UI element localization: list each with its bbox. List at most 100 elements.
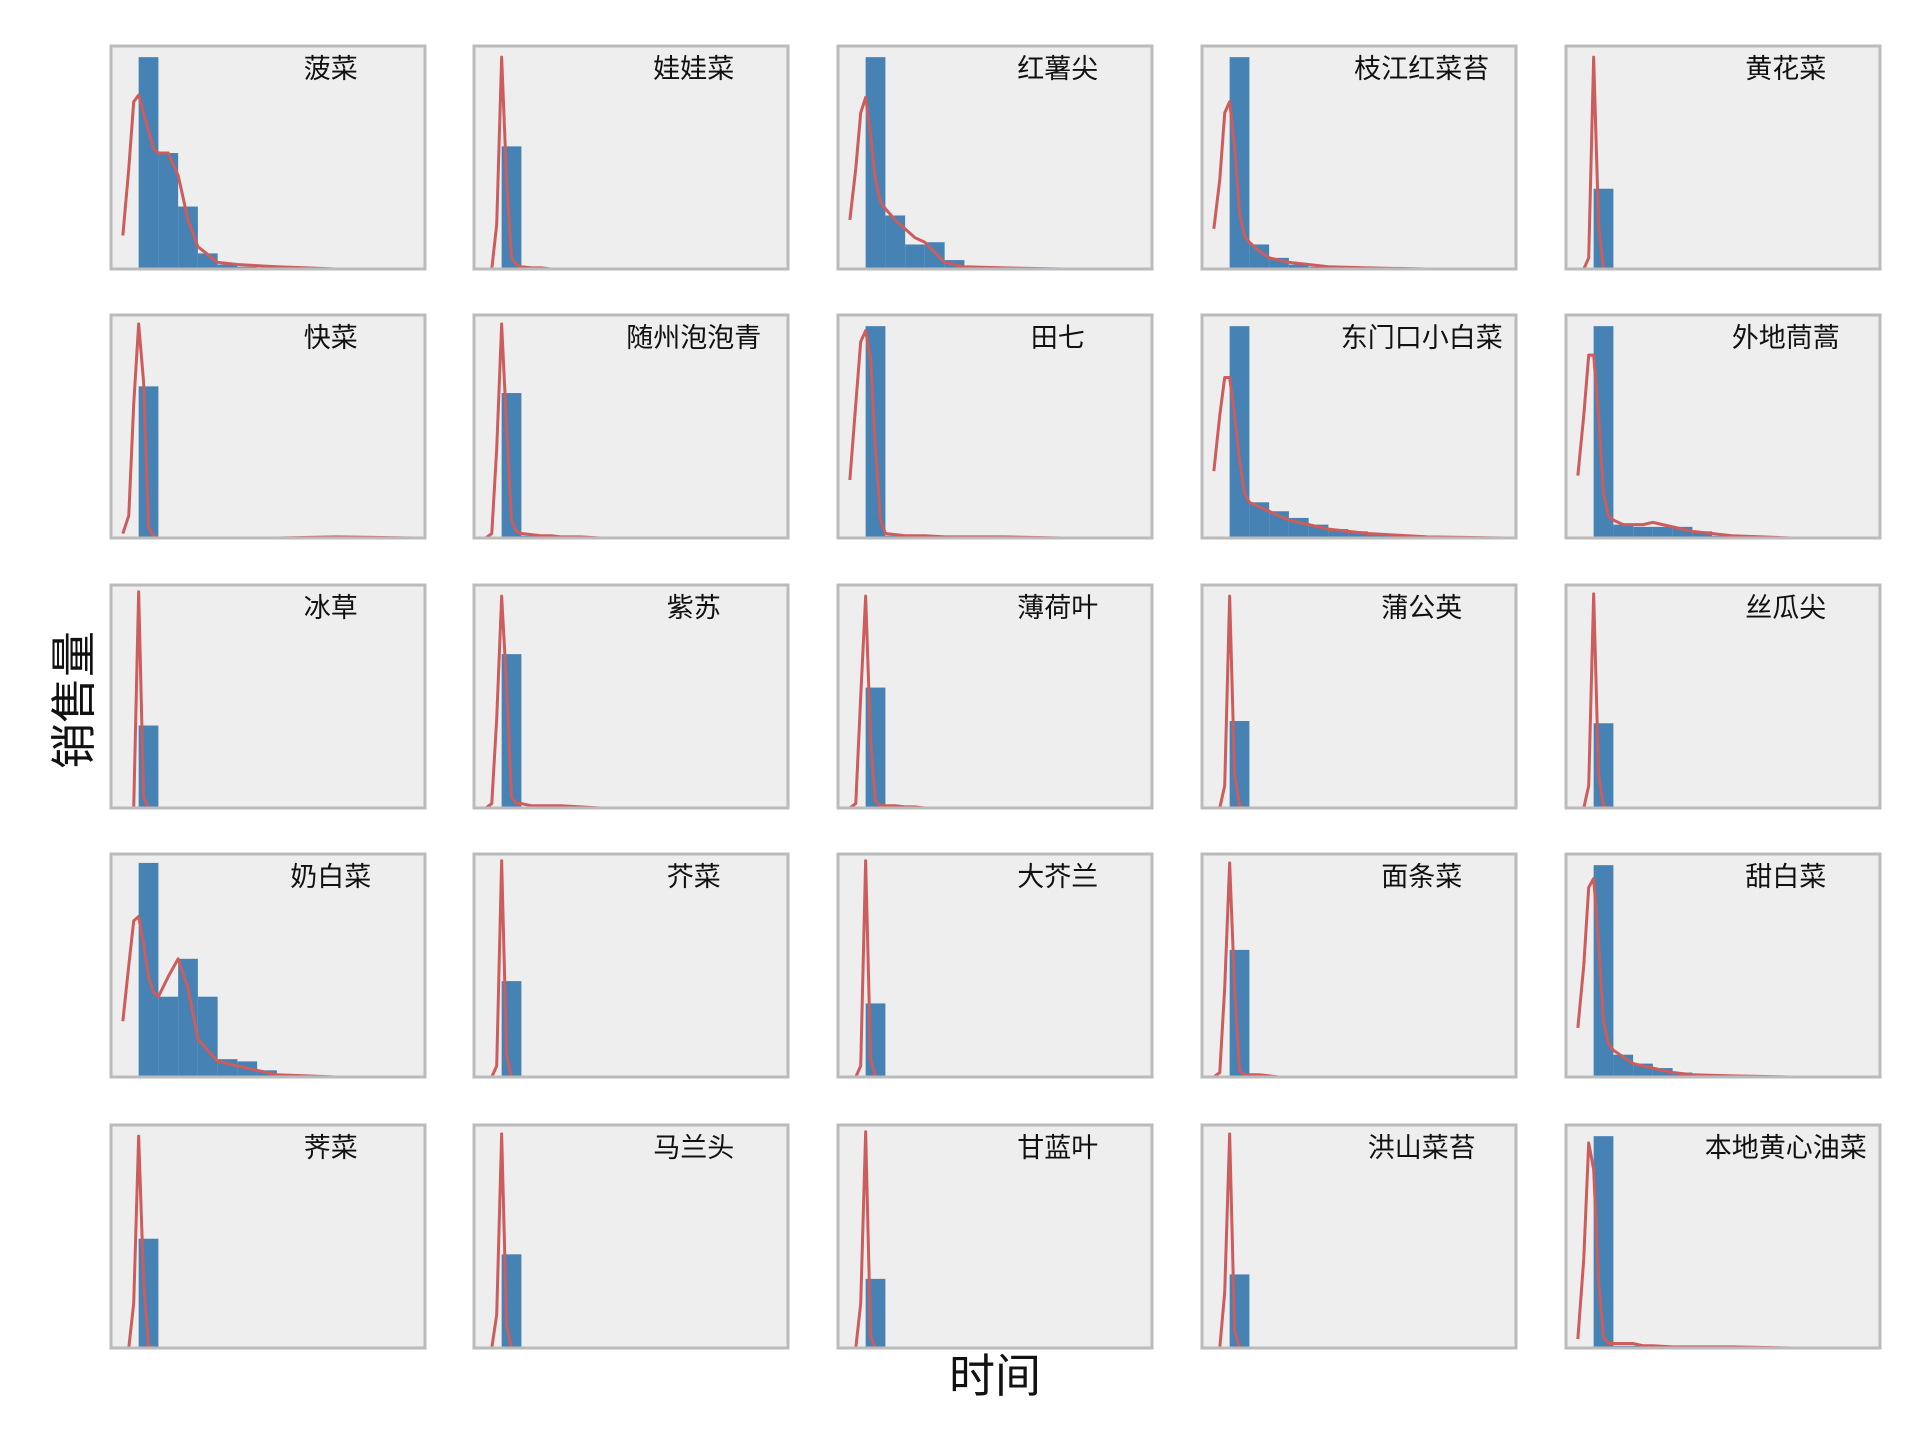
hist-bar	[1593, 865, 1614, 1077]
subplot: 冰草	[109, 583, 427, 810]
subplot-title: 荠菜	[304, 1133, 358, 1164]
panel	[1566, 1125, 1880, 1348]
hist-bar	[905, 244, 925, 269]
panel	[1202, 854, 1516, 1077]
subplot: 丝瓜尖	[1564, 583, 1882, 810]
hist-bar	[1613, 524, 1634, 538]
panel-border	[472, 44, 790, 271]
hist-bar	[1692, 531, 1713, 538]
kde-line	[1212, 375, 1507, 540]
subplot-title: 快菜	[304, 323, 358, 354]
subplot: 薄荷叶	[836, 583, 1154, 810]
panel-border	[1200, 313, 1518, 540]
subplot: 大芥兰	[836, 852, 1154, 1079]
subplot-title: 随州泡泡青	[626, 323, 761, 354]
subplot: 甘蓝叶	[836, 1123, 1154, 1350]
subplot: 芥菜	[472, 852, 790, 1079]
panel-border	[1200, 852, 1518, 1079]
subplot: 东门口小白菜	[1200, 313, 1518, 540]
panel-border	[1564, 44, 1882, 271]
panel	[111, 585, 425, 808]
subplot-title: 蒲公英	[1381, 593, 1462, 624]
panel	[1202, 46, 1516, 269]
panel-border	[836, 44, 1154, 271]
subplot-title: 田七	[1031, 323, 1085, 354]
hist-bar	[1288, 264, 1309, 269]
subplot: 快菜	[109, 313, 427, 540]
subplot-title: 甜白菜	[1745, 862, 1826, 893]
panel-border	[109, 313, 427, 540]
hist-bar	[1652, 526, 1673, 538]
panel-border	[836, 313, 1154, 540]
hist-bar	[178, 958, 198, 1077]
panel	[1566, 46, 1880, 269]
subplot-title: 外地茼蒿	[1732, 323, 1840, 354]
panel-border	[836, 1123, 1154, 1350]
subplot: 甜白菜	[1564, 852, 1882, 1079]
subplot-title: 菠菜	[304, 54, 358, 85]
subplot-title: 本地黄心油菜	[1705, 1133, 1867, 1164]
subplot: 马兰头	[472, 1123, 790, 1350]
hist-bar	[1249, 244, 1270, 269]
subplot: 奶白菜	[109, 852, 427, 1079]
subplot: 枝江红菜苔	[1200, 44, 1518, 271]
panel-border	[109, 583, 427, 810]
panel	[1202, 1125, 1516, 1348]
panel	[474, 585, 788, 808]
panel	[474, 854, 788, 1077]
panel	[838, 1125, 1152, 1348]
hist-bar	[178, 206, 198, 269]
hist-bar	[158, 996, 179, 1077]
kde-line	[848, 95, 1143, 271]
subplot-title: 大芥兰	[1017, 862, 1098, 893]
panel	[1202, 585, 1516, 808]
hist-bar	[865, 57, 886, 270]
hist-bar	[1229, 57, 1250, 270]
hist-bar	[217, 264, 238, 269]
subplot: 红薯尖	[836, 44, 1154, 271]
subplot-title: 红薯尖	[1017, 54, 1098, 85]
hist-bar	[197, 996, 218, 1077]
panel	[838, 854, 1152, 1077]
hist-bar	[1633, 526, 1653, 538]
panel	[1566, 315, 1880, 538]
y-axis-label: 销售量	[47, 631, 101, 769]
hist-bar	[1348, 531, 1368, 538]
panel-border	[109, 1123, 427, 1350]
subplot-title: 面条菜	[1381, 862, 1462, 893]
panel-border	[1564, 313, 1882, 540]
panel-border	[1564, 852, 1882, 1079]
panel-border	[1200, 1123, 1518, 1350]
subplot-title: 枝江红菜苔	[1354, 54, 1489, 85]
subplot-title: 奶白菜	[290, 862, 371, 893]
panel	[1566, 854, 1880, 1077]
panel-border	[1200, 44, 1518, 271]
panel	[1566, 585, 1880, 808]
panel	[1202, 315, 1516, 538]
panel	[474, 46, 788, 269]
subplot-title: 薄荷叶	[1017, 593, 1098, 624]
panel	[111, 315, 425, 538]
panel	[838, 585, 1152, 808]
subplot: 随州泡泡青	[472, 313, 790, 540]
subplot: 紫苏	[472, 583, 790, 810]
hist-bar	[1328, 529, 1349, 538]
subplot-title: 紫苏	[667, 593, 721, 624]
x-axis-label: 时间	[949, 1349, 1041, 1403]
panel-border	[472, 1123, 790, 1350]
panel	[838, 315, 1152, 538]
hist-bar	[1672, 526, 1693, 538]
subplot-title: 洪山菜苔	[1368, 1133, 1476, 1164]
subplot: 洪山菜苔	[1200, 1123, 1518, 1350]
hist-bar	[138, 57, 159, 270]
panel-border	[472, 583, 790, 810]
subplot: 外地茼蒿	[1564, 313, 1882, 540]
kde-line	[121, 914, 416, 1079]
hist-bar	[885, 215, 906, 269]
subplot-title: 丝瓜尖	[1745, 593, 1826, 624]
panel	[474, 315, 788, 538]
subplot-title: 甘蓝叶	[1017, 1133, 1098, 1164]
panel-border	[1200, 583, 1518, 810]
panel-border	[836, 583, 1154, 810]
